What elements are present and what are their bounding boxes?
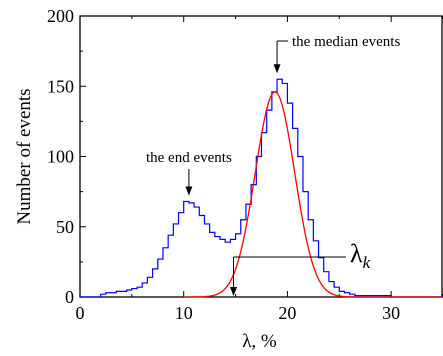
y-tick-label: 0 bbox=[65, 287, 74, 307]
x-tick-label: 0 bbox=[76, 303, 85, 323]
y-tick-label: 100 bbox=[47, 147, 74, 167]
annotation-end-events: the end events bbox=[146, 150, 232, 196]
y-tick-label: 200 bbox=[47, 6, 74, 26]
gaussian-fit-curve bbox=[183, 91, 442, 298]
end-events-label: the end events bbox=[146, 150, 232, 166]
y-axis-title: Number of events bbox=[14, 88, 35, 224]
lambda-symbol: λ bbox=[350, 239, 363, 268]
y-tick-label: 150 bbox=[47, 76, 74, 96]
x-tick-label: 10 bbox=[175, 303, 193, 323]
lambda-subscript: k bbox=[363, 253, 371, 272]
x-tick-label: 30 bbox=[382, 303, 400, 323]
median-arrow-head bbox=[273, 64, 281, 74]
annotation-lambda-k: λk bbox=[229, 239, 371, 296]
x-axis-title: λ, % bbox=[242, 331, 277, 352]
annotation-median-events: the median events bbox=[273, 34, 400, 74]
histogram-series bbox=[80, 78, 443, 298]
lambda-k-label: λk bbox=[350, 239, 371, 272]
x-tick-label: 20 bbox=[278, 303, 296, 323]
median-events-label: the median events bbox=[292, 34, 400, 50]
y-tick-label: 50 bbox=[56, 217, 74, 237]
lambda-k-arrow-head bbox=[229, 287, 237, 296]
tick-labels: 0 10 20 30 0 50 100 150 200 bbox=[47, 6, 400, 323]
end-arrow-head bbox=[185, 186, 193, 196]
